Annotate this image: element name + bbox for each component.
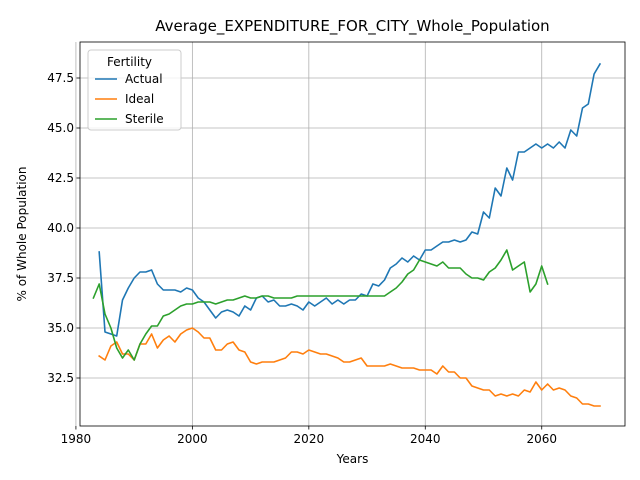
x-tick-label: 2000 — [177, 432, 208, 446]
legend-items: Actual Ideal Sterile — [95, 72, 164, 126]
legend-label-actual: Actual — [125, 72, 163, 86]
series-layer — [92, 62, 602, 407]
x-tick-label: 2040 — [410, 432, 441, 446]
y-tick-label: 32.5 — [47, 371, 74, 385]
legend-label-ideal: Ideal — [125, 92, 154, 106]
y-axis: 32.5 35.0 37.5 40.0 42.5 45.0 47.5 — [47, 71, 80, 385]
plot-frame — [79, 41, 626, 427]
series-line-sterile — [92, 249, 549, 361]
x-axis: 1980 2000 2020 2040 2060 — [61, 426, 557, 446]
legend-box — [87, 49, 182, 131]
legend-label-sterile: Sterile — [125, 112, 164, 126]
x-tick-label: 1980 — [61, 432, 92, 446]
y-tick-label: 40.0 — [47, 221, 74, 235]
x-axis-label: Years — [336, 452, 369, 466]
chart-title: Average_EXPENDITURE_FOR_CITY_Whole_Popul… — [155, 17, 549, 36]
x-tick-label: 2060 — [526, 432, 557, 446]
series-line-actual — [98, 62, 602, 337]
y-tick-label: 47.5 — [47, 71, 74, 85]
x-tick-label: 2020 — [294, 432, 325, 446]
y-axis-label: % of Whole Population — [15, 167, 29, 302]
legend: Fertility Actual Ideal Sterile — [87, 49, 182, 131]
y-tick-label: 42.5 — [47, 171, 74, 185]
y-tick-label: 45.0 — [47, 121, 74, 135]
series-line-ideal — [98, 327, 601, 407]
y-tick-label: 35.0 — [47, 321, 74, 335]
y-tick-label: 37.5 — [47, 271, 74, 285]
legend-title: Fertility — [107, 55, 152, 69]
